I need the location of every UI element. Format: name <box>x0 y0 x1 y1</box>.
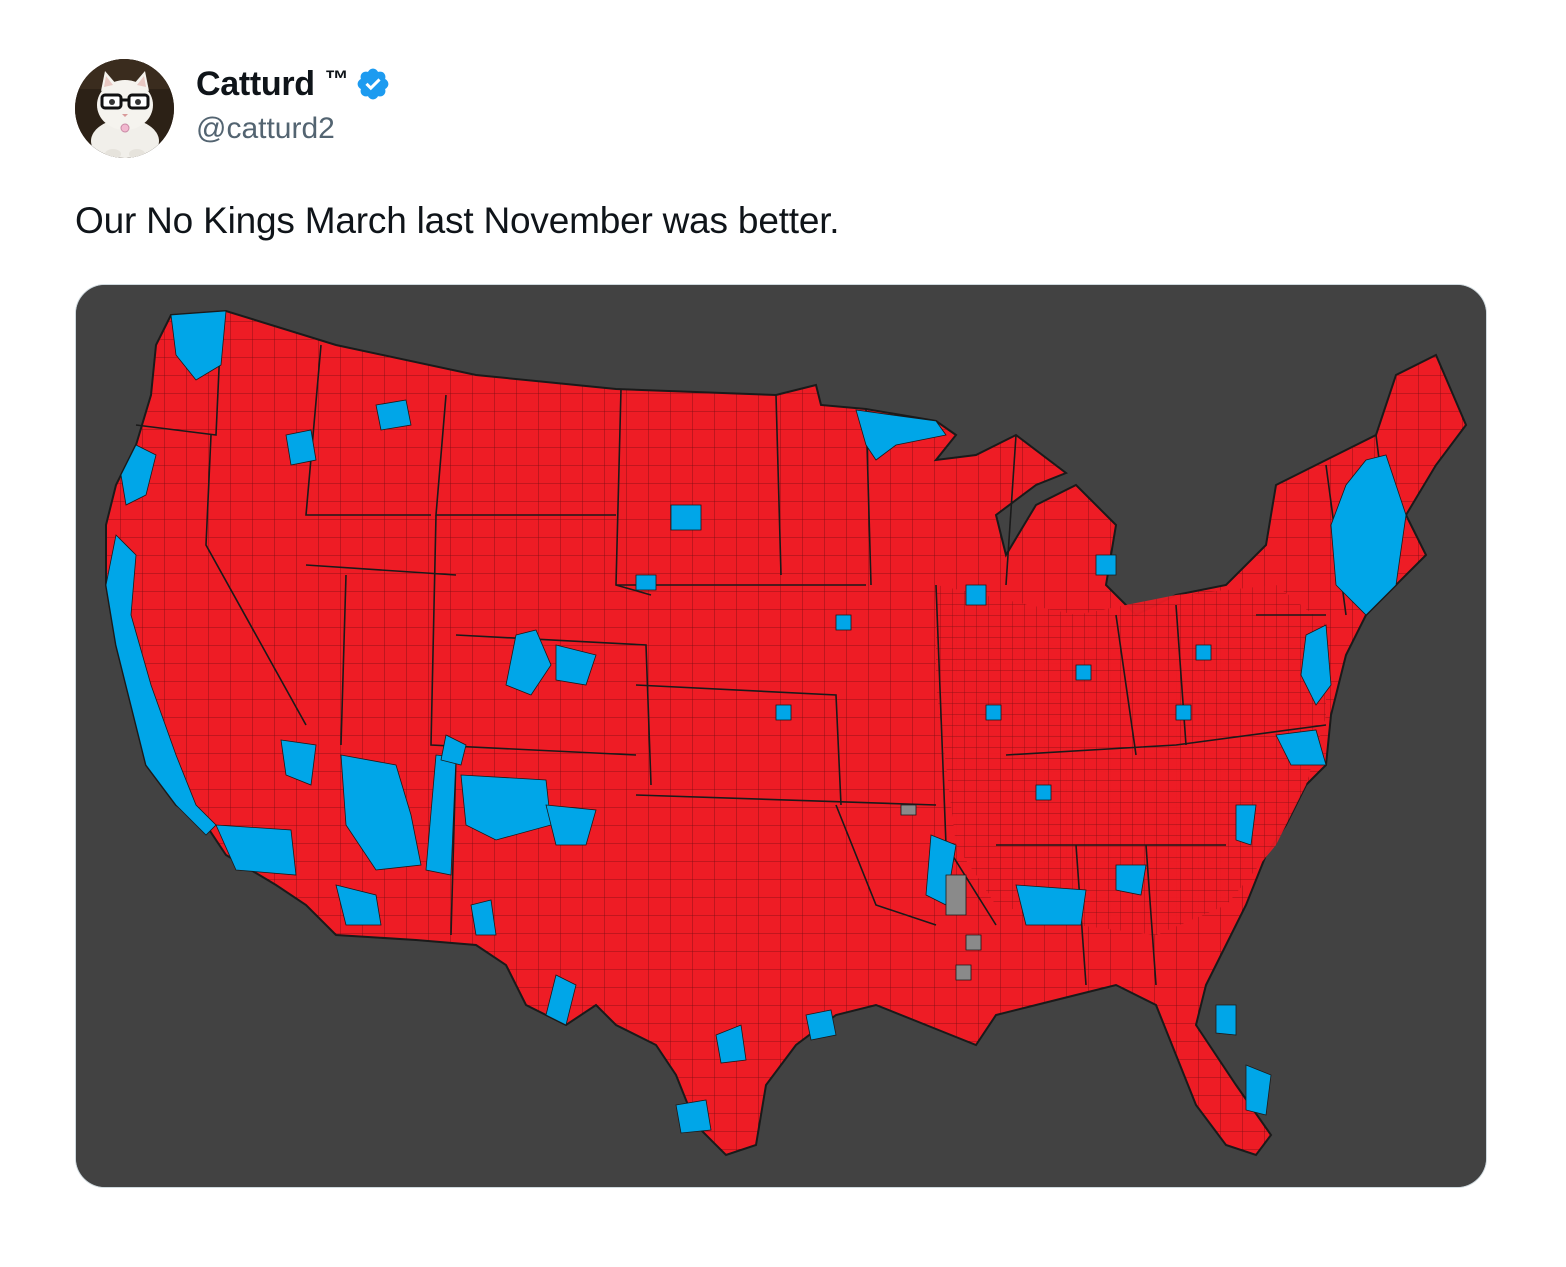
author-display-name[interactable]: Catturd <box>196 64 315 103</box>
us-county-election-map-icon <box>76 285 1486 1187</box>
trademark-symbol: ™ <box>324 66 349 93</box>
author-handle[interactable]: @catturd2 <box>196 112 335 145</box>
tweet-media-map[interactable] <box>75 284 1487 1188</box>
author-name-row[interactable]: Catturd ™ <box>196 63 391 105</box>
verified-badge-icon <box>355 66 391 102</box>
tweet-text: Our No Kings March last November was bet… <box>75 200 840 241</box>
us-mainland-shape <box>105 309 1468 1157</box>
author-avatar[interactable] <box>75 59 174 158</box>
cat-with-glasses-avatar-icon <box>75 59 174 158</box>
